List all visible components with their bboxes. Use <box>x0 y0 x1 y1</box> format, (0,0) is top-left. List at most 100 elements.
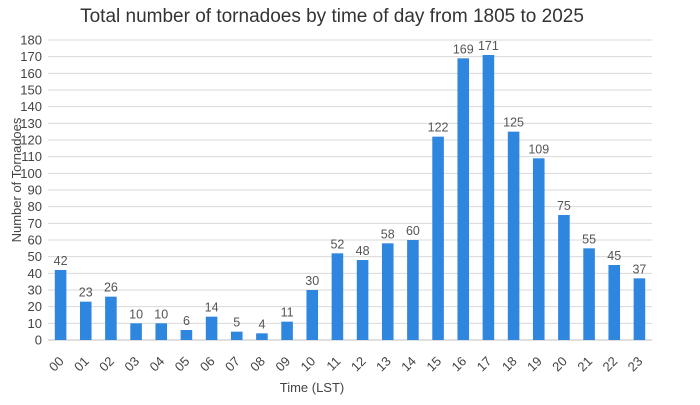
data-label: 58 <box>381 227 395 241</box>
data-label: 75 <box>557 199 571 213</box>
bar <box>583 248 595 340</box>
y-tick-label: 90 <box>28 183 42 198</box>
y-tick-label: 10 <box>28 316 42 331</box>
data-label: 4 <box>258 317 265 331</box>
y-tick-label: 0 <box>35 333 42 348</box>
data-label: 5 <box>233 316 240 330</box>
x-tick-label: 18 <box>499 354 520 375</box>
x-tick-label: 10 <box>298 354 319 375</box>
bar <box>306 290 319 340</box>
x-tick-label: 01 <box>71 354 92 375</box>
x-tick-label: 15 <box>423 354 444 375</box>
bar <box>256 333 268 340</box>
bars <box>54 55 646 340</box>
bar <box>532 158 545 340</box>
data-label: 37 <box>632 262 646 276</box>
x-tick-label: 02 <box>96 354 117 375</box>
x-tick-label: 19 <box>524 354 545 375</box>
bar <box>608 265 621 340</box>
data-label: 6 <box>183 314 190 328</box>
y-tick-label: 160 <box>20 66 42 81</box>
x-tick-label: 14 <box>398 354 419 375</box>
bar <box>633 278 646 340</box>
bar <box>331 253 344 340</box>
x-tick-label: 06 <box>197 354 218 375</box>
bar <box>230 331 243 340</box>
data-label: 11 <box>281 306 294 320</box>
bar <box>155 323 168 340</box>
data-label: 52 <box>330 237 344 251</box>
x-tick-label: 11 <box>323 354 343 374</box>
data-label: 125 <box>503 116 524 130</box>
data-label: 26 <box>104 281 118 295</box>
y-tick-label: 40 <box>28 266 42 281</box>
data-label: 30 <box>305 274 319 288</box>
data-label: 45 <box>607 249 621 263</box>
y-tick-label: 150 <box>20 83 42 98</box>
bar <box>205 316 218 340</box>
y-tick-label: 70 <box>28 216 42 231</box>
data-label: 109 <box>528 142 549 156</box>
y-tick-label: 60 <box>28 233 42 248</box>
x-tick-label: 12 <box>348 354 369 375</box>
bar <box>356 260 369 340</box>
bar <box>54 270 67 340</box>
y-tick-label: 140 <box>20 99 42 114</box>
bar <box>180 330 193 340</box>
bar <box>281 321 293 340</box>
bar <box>105 296 117 340</box>
x-tick-label: 03 <box>121 354 142 375</box>
bar <box>432 136 444 340</box>
x-axis-ticks: 00 01 02 03 04 05 06 07 08 09 10 11 12 13 14 15 16 17 18 19… <box>46 354 646 375</box>
data-label: 23 <box>79 286 93 300</box>
x-tick-label: 09 <box>272 354 293 375</box>
chart-title: Total number of tornadoes by time of day… <box>80 6 584 27</box>
x-tick-label: 21 <box>574 354 595 375</box>
data-label: 10 <box>154 307 168 321</box>
y-tick-label: 20 <box>28 299 42 314</box>
y-tick-label: 80 <box>28 199 42 214</box>
x-tick-label: 13 <box>373 354 394 375</box>
data-label: 14 <box>205 301 219 315</box>
x-tick-label: 16 <box>449 354 470 375</box>
bar <box>79 301 92 340</box>
data-label: 169 <box>453 42 474 56</box>
y-axis-title: Number of Tornadoes <box>9 117 24 242</box>
data-label: 60 <box>406 224 420 238</box>
x-tick-label: 17 <box>474 354 495 375</box>
x-tick-label: 04 <box>147 354 168 375</box>
x-tick-label: 20 <box>549 354 570 375</box>
x-tick-label: 00 <box>46 354 67 375</box>
data-label: 55 <box>582 232 596 246</box>
data-label: 42 <box>54 254 68 268</box>
data-label: 10 <box>129 307 143 321</box>
bar <box>130 323 142 340</box>
bar <box>457 58 470 340</box>
bar <box>507 131 520 340</box>
x-tick-label: 08 <box>247 354 268 375</box>
x-tick-label: 23 <box>625 354 646 375</box>
y-tick-label: 180 <box>20 33 42 48</box>
x-tick-label: 05 <box>172 354 193 375</box>
gridlines <box>48 39 652 341</box>
y-tick-label: 130 <box>20 116 42 131</box>
y-tick-label: 120 <box>20 133 42 148</box>
data-label: 171 <box>478 39 499 53</box>
bar <box>381 243 394 340</box>
data-labels: 42 23 26 10 10 6 14 5 4 11 30 52 48 58 60 122 169 171 125 1… <box>54 39 647 331</box>
bar <box>482 55 495 340</box>
y-tick-label: 110 <box>21 149 42 164</box>
y-tick-label: 100 <box>20 166 42 181</box>
data-label: 48 <box>356 244 370 258</box>
y-tick-label: 170 <box>20 49 42 64</box>
data-label: 122 <box>428 121 449 135</box>
y-tick-label: 30 <box>28 283 42 298</box>
x-tick-label: 22 <box>600 354 621 375</box>
x-tick-label: 07 <box>222 354 243 375</box>
x-axis-title: Time (LST) <box>280 380 345 395</box>
bar <box>558 215 570 340</box>
y-tick-label: 50 <box>28 249 42 264</box>
